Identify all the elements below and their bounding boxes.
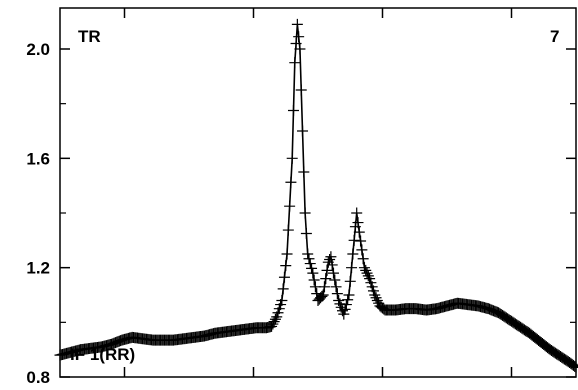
data-point-marker — [308, 274, 320, 286]
data-point-marker — [570, 361, 578, 373]
x-axis — [123, 8, 513, 377]
data-point-marker — [293, 31, 305, 43]
data-point-marker — [268, 316, 280, 328]
data-point-marker — [304, 258, 316, 270]
data-point-marker — [352, 217, 364, 229]
data-point-marker — [567, 359, 578, 371]
data-point-marker — [353, 226, 365, 238]
data-point-marker — [355, 235, 367, 247]
data-point-marker — [369, 289, 381, 301]
data-point-marker — [278, 271, 290, 283]
data-point-marker — [284, 200, 296, 212]
data-point-marker — [327, 267, 339, 279]
data-point-marker — [321, 264, 333, 276]
data-point-marker — [315, 292, 327, 304]
data-point-marker — [342, 294, 354, 306]
data-point-marker — [317, 289, 329, 301]
data-point-marker — [294, 43, 306, 55]
data-point-marker — [351, 207, 363, 219]
series-group — [54, 18, 578, 373]
data-point-marker — [362, 270, 374, 282]
data-point-marker — [297, 125, 309, 137]
data-point-marker — [302, 248, 314, 260]
data-point-marker — [371, 294, 383, 306]
series-label-bottom-left: IF 1(RR) — [70, 345, 135, 364]
data-point-marker — [348, 234, 360, 246]
y-tick-label: 0.8 — [26, 368, 50, 387]
data-point-marker — [300, 228, 312, 239]
panel-label-top-left: TR — [78, 27, 101, 46]
data-point-marker — [370, 292, 382, 304]
data-point-marker — [298, 166, 310, 178]
data-point-marker — [318, 281, 330, 293]
data-point-marker — [324, 253, 336, 265]
data-point-marker — [320, 273, 332, 285]
data-point-marker — [343, 289, 355, 301]
y-tick-label: 1.6 — [26, 149, 50, 168]
y-axis: 0.8 1.2 1.6 2.0 — [26, 40, 576, 387]
data-point-marker — [356, 244, 368, 256]
plot-frame — [59, 7, 577, 378]
data-point-marker — [276, 294, 288, 306]
data-point-marker — [347, 248, 359, 260]
data-point-marker — [569, 360, 578, 372]
data-point-marker — [269, 313, 281, 325]
data-point-marker — [357, 253, 369, 265]
y-tick-label: 1.2 — [26, 259, 50, 278]
data-point-marker — [340, 299, 352, 311]
panel-label-top-right: 7 — [550, 27, 559, 46]
data-point-marker — [316, 290, 328, 302]
data-point-marker — [338, 308, 350, 320]
data-point-marker — [285, 176, 297, 188]
data-point-marker — [326, 259, 338, 271]
data-point-marker — [329, 274, 341, 286]
data-point-marker — [280, 260, 292, 272]
data-point-marker — [360, 264, 372, 276]
data-point-marker — [277, 283, 289, 295]
data-point-marker — [303, 253, 315, 265]
data-point-marker — [361, 267, 373, 279]
data-point-marker — [266, 320, 278, 332]
data-point-marker — [307, 267, 319, 279]
data-point-marker — [325, 251, 337, 263]
data-point-marker — [291, 18, 303, 30]
data-point-marker — [289, 57, 301, 69]
data-point-marker — [330, 281, 342, 293]
data-point-marker — [267, 318, 279, 330]
data-point-marker — [299, 207, 311, 219]
data-point-marker — [358, 262, 370, 274]
data-point-marker — [281, 248, 293, 260]
y-tick-label: 2.0 — [26, 40, 50, 59]
data-point-marker — [286, 152, 298, 164]
data-point-marker — [282, 224, 294, 236]
data-point-marker — [331, 288, 343, 300]
data-point-marker — [295, 84, 307, 96]
data-point-marker — [287, 105, 299, 116]
data-point-marker — [346, 262, 358, 274]
data-point-marker — [339, 303, 351, 315]
data-point-marker — [344, 275, 356, 287]
data-point-marker — [306, 262, 318, 274]
